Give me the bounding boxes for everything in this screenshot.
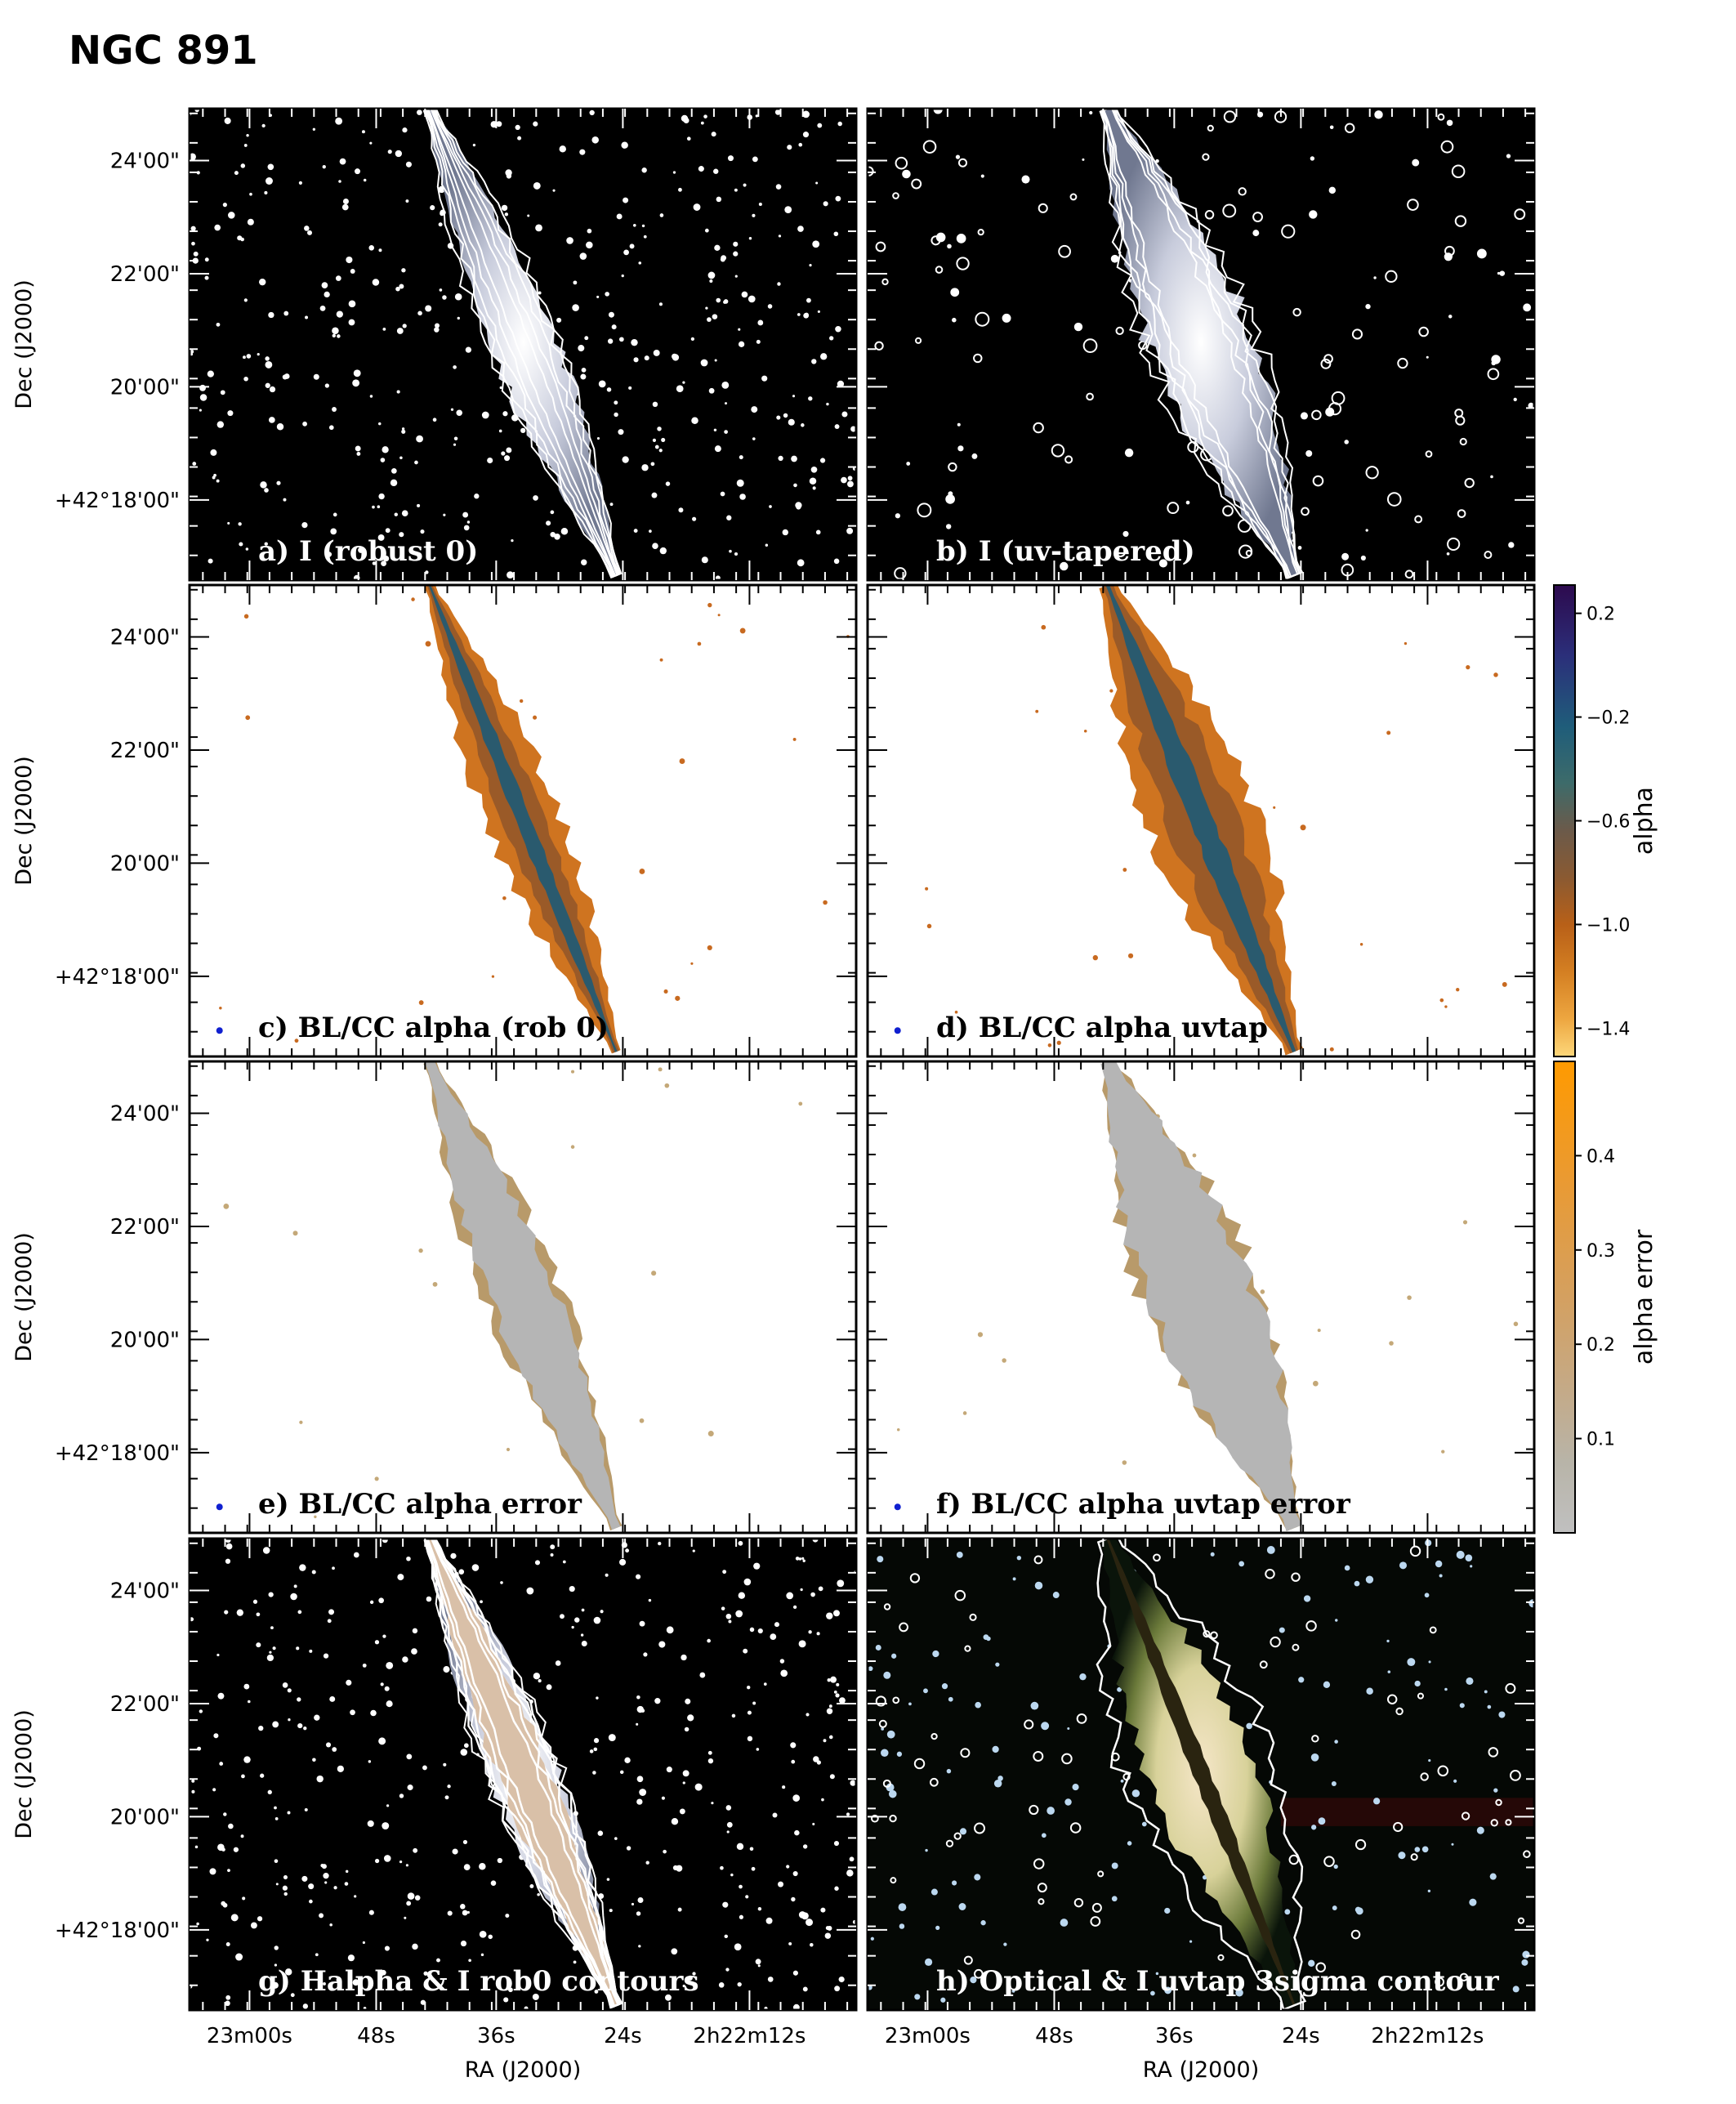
panel-label-e: e) BL/CC alpha error	[258, 1488, 582, 1521]
dec-axis-label: Dec (J2000)	[11, 279, 37, 409]
dec-tick-label: 20'00"	[110, 851, 180, 876]
panel-frame-a	[188, 107, 858, 582]
dec-tick-label: 22'00"	[110, 1215, 180, 1240]
ra-tick-label: 23m00s	[885, 2024, 971, 2048]
colorbar-tick-label: −1.0	[1586, 915, 1630, 936]
dec-tick-label: +42°18'00"	[55, 489, 180, 513]
panel-e: e) BL/CC alpha error	[188, 1060, 858, 1534]
ticks-f	[868, 1061, 1534, 1533]
colorbar-tick-label: −1.4	[1586, 1019, 1630, 1039]
ticks-c	[190, 585, 856, 1056]
dec-axis-label: Dec (J2000)	[11, 1709, 37, 1839]
dec-tick-label: 24'00"	[110, 149, 180, 173]
ra-tick-label: 48s	[357, 2024, 395, 2048]
panel-f: f) BL/CC alpha uvtap error	[866, 1060, 1536, 1534]
panel-h: h) Optical & I uvtap 3sigma contour	[866, 1537, 1536, 2012]
dec-axis-label: Dec (J2000)	[11, 756, 37, 886]
colorbar-tick-label: −0.6	[1586, 812, 1630, 833]
ra-tick-label: 24s	[1282, 2024, 1320, 2048]
panel-label-d: d) BL/CC alpha uvtap	[936, 1012, 1268, 1044]
panel-label-g: g) Halpha & I rob0 contours	[258, 1965, 699, 1998]
panel-g: g) Halpha & I rob0 contours	[188, 1537, 858, 2012]
panel-frame-d	[866, 583, 1536, 1058]
colorbar-tick-label: 0.2	[1586, 605, 1615, 625]
ra-axis-label: RA (J2000)	[1143, 2057, 1259, 2083]
panel-b: b) I (uv-tapered)	[866, 107, 1536, 582]
ticks-a	[190, 109, 856, 580]
panel-frame-h	[866, 1537, 1536, 2012]
panel-label-f: f) BL/CC alpha uvtap error	[936, 1488, 1351, 1521]
dec-tick-label: 22'00"	[110, 1692, 180, 1717]
panel-frame-c	[188, 583, 858, 1058]
ticks-e	[190, 1061, 856, 1533]
colorbar-tick-label: 0.1	[1586, 1430, 1615, 1450]
panel-frame-f	[866, 1060, 1536, 1534]
dec-tick-label: 24'00"	[110, 625, 180, 650]
ticks-h	[868, 1539, 1534, 2010]
ra-tick-label: 24s	[604, 2024, 642, 2048]
colorbar-tick-label: −0.2	[1586, 708, 1630, 729]
ticks-g	[190, 1539, 856, 2010]
ra-tick-label: 2h22m12s	[1371, 2024, 1484, 2048]
colorbar-tick-label: 0.4	[1586, 1146, 1615, 1167]
panel-label-a: a) I (robust 0)	[258, 535, 478, 568]
dec-tick-label: 20'00"	[110, 375, 180, 400]
panel-label-c: c) BL/CC alpha (rob 0)	[258, 1012, 609, 1044]
panel-d: d) BL/CC alpha uvtap	[866, 583, 1536, 1058]
colorbar-alpha-error: 0.4 0.3 0.2 0.1 alpha error	[1553, 1061, 1658, 1534]
ra-tick-label: 23m00s	[207, 2024, 292, 2048]
colorbar-title: alpha	[1630, 787, 1658, 855]
dec-tick-label: 24'00"	[110, 1579, 180, 1603]
dec-axis-label: Dec (J2000)	[11, 1232, 37, 1362]
colorbar-tick-label: 0.3	[1586, 1241, 1615, 1262]
ticks-b	[868, 109, 1534, 580]
panel-frame-b	[866, 107, 1536, 582]
ra-tick-label: 48s	[1035, 2024, 1073, 2048]
ra-tick-label: 36s	[1155, 2024, 1194, 2048]
colorbar-title: alpha error	[1630, 1229, 1658, 1365]
dec-tick-label: 22'00"	[110, 739, 180, 763]
dec-tick-label: 24'00"	[110, 1101, 180, 1126]
panel-a: a) I (robust 0)	[188, 107, 858, 582]
panel-frame-g	[188, 1537, 858, 2012]
panel-c: c) BL/CC alpha (rob 0)	[188, 583, 858, 1058]
colorbar-tick-label: 0.2	[1586, 1335, 1615, 1356]
panel-label-b: b) I (uv-tapered)	[936, 535, 1195, 568]
dec-tick-label: +42°18'00"	[55, 1919, 180, 1943]
dec-tick-label: +42°18'00"	[55, 965, 180, 989]
panel-frame-e	[188, 1060, 858, 1534]
colorbar-alpha: 0.2 −0.2 −0.6 −1.0 −1.4 alpha	[1553, 584, 1658, 1057]
ra-tick-label: 2h22m12s	[693, 2024, 806, 2048]
dec-tick-label: +42°18'00"	[55, 1441, 180, 1466]
dec-tick-label: 20'00"	[110, 1328, 180, 1352]
panel-label-h: h) Optical & I uvtap 3sigma contour	[936, 1965, 1500, 1998]
figure-title: NGC 891	[69, 28, 258, 74]
ra-tick-label: 36s	[477, 2024, 515, 2048]
dec-tick-label: 20'00"	[110, 1805, 180, 1829]
ticks-d	[868, 585, 1534, 1056]
ra-axis-label: RA (J2000)	[465, 2057, 581, 2083]
dec-tick-label: 22'00"	[110, 262, 180, 287]
